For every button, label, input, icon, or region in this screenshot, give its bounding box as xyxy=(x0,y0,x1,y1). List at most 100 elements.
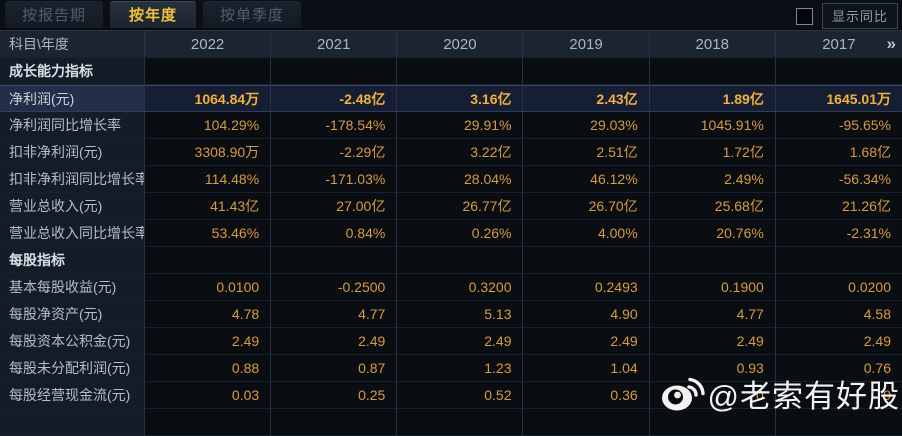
row-label[interactable]: 每股资本公积金(元) xyxy=(0,328,145,355)
cell-value: 28.04% xyxy=(397,166,524,193)
cell-value: 2.43亿 xyxy=(523,85,650,112)
column-header-2019[interactable]: 2019 xyxy=(523,31,650,58)
cell-value: 3.16亿 xyxy=(397,85,524,112)
cell-value xyxy=(649,247,776,274)
cell-value: 1045.91% xyxy=(649,112,776,139)
cell-value: 2.49 xyxy=(523,328,650,355)
cell-value: 4.00% xyxy=(523,220,650,247)
show-yoy-checkbox[interactable] xyxy=(795,7,813,25)
cell-value: -0.2500 xyxy=(271,274,398,301)
tab-by-year[interactable]: 按年度 xyxy=(110,1,196,28)
column-header-2020[interactable]: 2020 xyxy=(397,31,524,58)
cell-value: 0.76 xyxy=(775,355,902,382)
cell-value: 0.2493 xyxy=(523,274,650,301)
row-label[interactable]: 每股未分配利润(元) xyxy=(0,355,145,382)
cell-value xyxy=(397,409,524,436)
cell-value: 0.88 xyxy=(145,355,272,382)
cell-value: 1.89亿 xyxy=(649,85,776,112)
tab-by-quarter[interactable]: 按单季度 xyxy=(203,1,301,28)
cell-value: 26.70亿 xyxy=(523,193,650,220)
financial-table: 科目\年度 2022 2021 2020 2019 2018 2017» 成长能力指标 净利润(… xyxy=(0,30,902,436)
cell-value: 114.48% xyxy=(145,166,272,193)
row-label[interactable]: 扣非净利润(元) xyxy=(0,139,145,166)
cell-value xyxy=(271,58,398,85)
cell-value: 1064.84万 xyxy=(145,85,272,112)
cell-value: 1.72亿 xyxy=(649,139,776,166)
cell-value: 27.00亿 xyxy=(271,193,398,220)
row-label[interactable]: 成长能力指标 xyxy=(0,58,145,85)
cell-value: 1.04 xyxy=(523,355,650,382)
cell-value xyxy=(649,58,776,85)
row-label[interactable]: 营业总收入(元) xyxy=(0,193,145,220)
cell-value: 4.90 xyxy=(523,301,650,328)
cell-value: 0.25 xyxy=(271,382,398,409)
cell-value xyxy=(397,58,524,85)
cell-value: 1.23 xyxy=(397,355,524,382)
cell-value: 2.49 xyxy=(145,328,272,355)
cell-value: 26.77亿 xyxy=(397,193,524,220)
tab-report-period[interactable]: 按报告期 xyxy=(5,1,103,28)
cell-value: 9 xyxy=(775,382,902,409)
cell-value: 4.77 xyxy=(271,301,398,328)
cell-value: 0.36 xyxy=(523,382,650,409)
cell-value: -2.48亿 xyxy=(271,85,398,112)
cell-value: 1645.01万 xyxy=(775,85,902,112)
column-header-2022[interactable]: 2022 xyxy=(145,31,272,58)
row-label[interactable]: 基本每股收益(元) xyxy=(0,274,145,301)
cell-value: 41.43亿 xyxy=(145,193,272,220)
cell-value: 29.91% xyxy=(397,112,524,139)
yoy-controls: 显示同比 xyxy=(795,3,898,29)
cell-value: 2.49 xyxy=(271,328,398,355)
cell-value xyxy=(145,58,272,85)
cell-value: 0.87 xyxy=(271,355,398,382)
cell-value: 4.58 xyxy=(775,301,902,328)
cell-value xyxy=(271,247,398,274)
cell-value: 2.49 xyxy=(397,328,524,355)
cell-value: 2.49 xyxy=(649,328,776,355)
row-label[interactable]: 每股指标 xyxy=(0,247,145,274)
row-label[interactable]: 扣非净利润同比增长率 xyxy=(0,166,145,193)
cell-value: 0.26% xyxy=(397,220,524,247)
cell-value: 21.26亿 xyxy=(775,193,902,220)
show-yoy-label[interactable]: 显示同比 xyxy=(821,3,898,29)
cell-value: 53.46% xyxy=(145,220,272,247)
cell-value: -95.65% xyxy=(775,112,902,139)
cell-value: 2.51亿 xyxy=(523,139,650,166)
cell-value: 4.77 xyxy=(649,301,776,328)
cell-value xyxy=(145,409,272,436)
cell-value: 0.3200 xyxy=(397,274,524,301)
cell-value xyxy=(523,247,650,274)
cell-value: 0.03 xyxy=(145,382,272,409)
cell-value: 3.22亿 xyxy=(397,139,524,166)
cell-value: 0 xyxy=(649,382,776,409)
table-corner-label: 科目\年度 xyxy=(0,31,145,58)
tab-bar: 按报告期 按年度 按单季度 显示同比 xyxy=(0,0,902,29)
cell-value xyxy=(523,409,650,436)
cell-value: 2.49% xyxy=(649,166,776,193)
more-columns-icon[interactable]: » xyxy=(886,34,896,53)
cell-value xyxy=(271,409,398,436)
cell-value: -2.29亿 xyxy=(271,139,398,166)
cell-value xyxy=(775,58,902,85)
row-label[interactable]: 净利润同比增长率 xyxy=(0,112,145,139)
row-label[interactable]: 营业总收入同比增长率 xyxy=(0,220,145,247)
cell-value: 29.03% xyxy=(523,112,650,139)
cell-value: 46.12% xyxy=(523,166,650,193)
cell-value: -56.34% xyxy=(775,166,902,193)
cell-value: 4.78 xyxy=(145,301,272,328)
cell-value xyxy=(145,247,272,274)
column-header-2017[interactable]: 2017» xyxy=(775,31,902,58)
cell-value: 0.0100 xyxy=(145,274,272,301)
cell-value xyxy=(649,409,776,436)
cell-value: -2.31% xyxy=(775,220,902,247)
column-header-2018[interactable]: 2018 xyxy=(649,31,776,58)
cell-value: 0.52 xyxy=(397,382,524,409)
row-label[interactable]: 每股经营现金流(元) xyxy=(0,382,145,409)
row-label[interactable]: 每股净资产(元) xyxy=(0,301,145,328)
row-label[interactable]: 净利润(元) xyxy=(0,85,145,112)
cell-value: 3308.90万 xyxy=(145,139,272,166)
cell-value xyxy=(397,247,524,274)
cell-value: 0.93 xyxy=(649,355,776,382)
column-header-2021[interactable]: 2021 xyxy=(271,31,398,58)
cell-value: 2.49 xyxy=(775,328,902,355)
